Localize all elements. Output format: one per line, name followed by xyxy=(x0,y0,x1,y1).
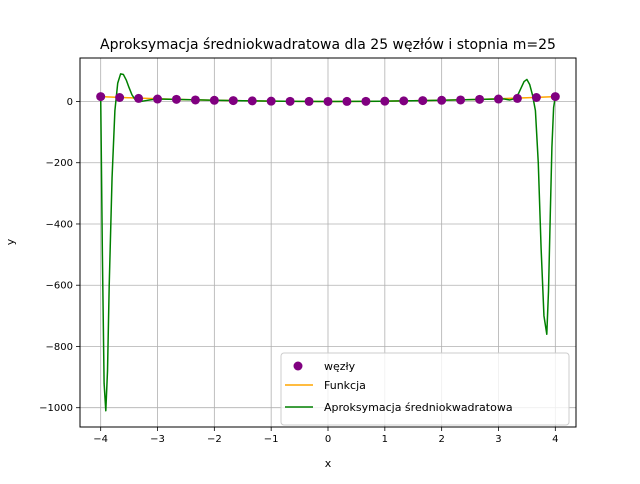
x-axis-label: x xyxy=(325,457,332,470)
x-tick-label: 0 xyxy=(325,434,331,445)
x-tick-label: −1 xyxy=(264,434,279,445)
y-tick-label: −600 xyxy=(46,281,73,292)
node-point xyxy=(342,96,352,106)
node-point xyxy=(115,93,125,103)
node-point xyxy=(418,96,428,106)
node-point xyxy=(512,93,522,103)
x-tick-label: 1 xyxy=(382,434,388,445)
node-point xyxy=(134,93,144,103)
legend-label-funkcja: Funkcja xyxy=(324,379,366,392)
node-point xyxy=(228,96,238,106)
node-point xyxy=(531,93,541,103)
y-tick-label: −400 xyxy=(46,219,73,230)
x-tick-label: −4 xyxy=(93,434,108,445)
legend-box xyxy=(280,352,570,426)
chart-title: Aproksymacja średniokwadratowa dla 25 wę… xyxy=(100,37,556,53)
axis-ticks: −4 −3 −2 −1 0 1 2 3 4 −1000 −800 −600 −400 −200 0 xyxy=(39,97,558,445)
grid xyxy=(80,58,576,427)
node-point xyxy=(96,92,106,102)
legend-label-aproksymacja: Aproksymacja średniokwadratowa xyxy=(324,401,513,414)
node-point xyxy=(304,96,314,106)
x-tick-label: 4 xyxy=(552,434,558,445)
node-point xyxy=(475,94,485,104)
node-point xyxy=(380,96,390,106)
legend-marker-wezly xyxy=(293,361,303,371)
node-point xyxy=(209,95,219,105)
node-point xyxy=(171,94,181,104)
y-axis-label: y xyxy=(4,238,17,245)
node-point xyxy=(285,96,295,106)
y-tick-label: 0 xyxy=(67,97,73,108)
node-point xyxy=(361,96,371,106)
node-point xyxy=(437,95,447,105)
node-point xyxy=(190,95,200,105)
legend-label-wezly: węzły xyxy=(324,360,356,373)
axes-frame xyxy=(79,57,577,428)
x-tick-label: 2 xyxy=(438,434,444,445)
x-tick-label: −3 xyxy=(150,434,165,445)
plot-area xyxy=(96,73,560,412)
node-point xyxy=(456,95,466,105)
node-point xyxy=(399,96,409,106)
y-tick-label: −200 xyxy=(46,158,73,169)
legend: węzły Funkcja Aproksymacja średniokwadra… xyxy=(280,352,570,426)
node-point xyxy=(550,92,560,102)
node-point xyxy=(247,96,257,106)
x-tick-label: 3 xyxy=(495,434,501,445)
y-tick-label: −1000 xyxy=(39,403,73,414)
node-point xyxy=(493,94,503,104)
y-tick-label: −800 xyxy=(46,342,73,353)
node-point xyxy=(323,96,333,106)
x-tick-label: −2 xyxy=(207,434,222,445)
node-point xyxy=(266,96,276,106)
node-point xyxy=(153,94,163,104)
